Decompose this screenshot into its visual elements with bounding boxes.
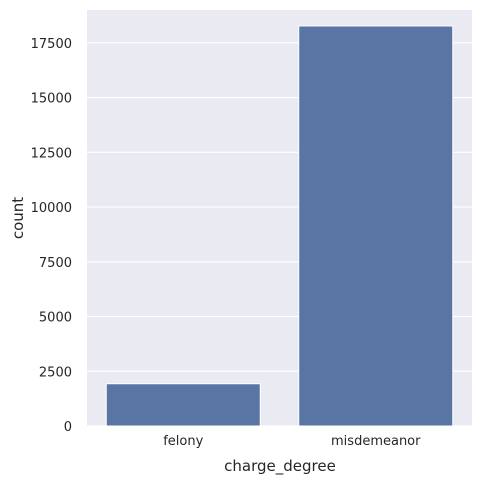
y-tick-label: 10000 [31, 201, 72, 216]
bar-felony [105, 383, 261, 427]
y-tick-label: 0 [64, 420, 72, 435]
bar-misdemeanor [298, 25, 454, 427]
y-tick-label: 7500 [39, 256, 72, 271]
x-axis-label: charge_degree [224, 457, 336, 476]
y-tick-label: 2500 [39, 365, 72, 380]
bars [105, 25, 454, 427]
y-tick-label: 15000 [31, 92, 72, 107]
x-tick-label-felony: felony [163, 434, 203, 449]
y-axis-label: count [9, 197, 27, 239]
y-tick-labels: 0 2500 5000 7500 10000 12500 15000 17500 [31, 37, 72, 435]
x-tick-label-misdemeanor: misdemeanor [331, 434, 421, 449]
y-tick-label: 5000 [39, 311, 72, 326]
y-tick-label: 17500 [31, 37, 72, 52]
y-tick-label: 12500 [31, 146, 72, 161]
x-tick-labels: felony misdemeanor [163, 434, 421, 449]
